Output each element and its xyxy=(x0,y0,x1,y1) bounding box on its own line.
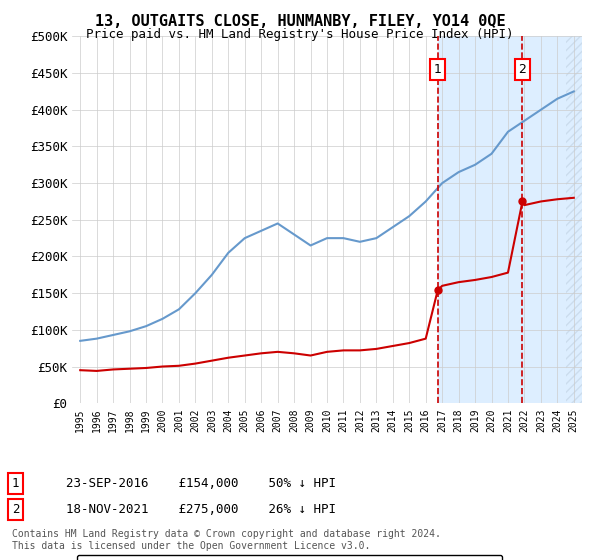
Text: Price paid vs. HM Land Registry's House Price Index (HPI): Price paid vs. HM Land Registry's House … xyxy=(86,28,514,41)
Legend: 13, OUTGAITS CLOSE, HUNMANBY, FILEY, YO14 0QE (detached house), HPI: Average pri: 13, OUTGAITS CLOSE, HUNMANBY, FILEY, YO1… xyxy=(77,555,502,560)
Text: 18-NOV-2021    £275,000    26% ↓ HPI: 18-NOV-2021 £275,000 26% ↓ HPI xyxy=(51,503,336,516)
Text: 1: 1 xyxy=(12,477,19,490)
Text: 2: 2 xyxy=(518,63,526,76)
Bar xyxy=(566,36,582,403)
Bar xyxy=(566,36,582,403)
Text: 13, OUTGAITS CLOSE, HUNMANBY, FILEY, YO14 0QE: 13, OUTGAITS CLOSE, HUNMANBY, FILEY, YO1… xyxy=(95,14,505,29)
Text: Contains HM Land Registry data © Crown copyright and database right 2024.
This d: Contains HM Land Registry data © Crown c… xyxy=(12,529,441,551)
Bar xyxy=(438,36,582,403)
Text: 2: 2 xyxy=(12,503,19,516)
Text: 23-SEP-2016    £154,000    50% ↓ HPI: 23-SEP-2016 £154,000 50% ↓ HPI xyxy=(51,477,336,490)
Text: 1: 1 xyxy=(434,63,442,76)
